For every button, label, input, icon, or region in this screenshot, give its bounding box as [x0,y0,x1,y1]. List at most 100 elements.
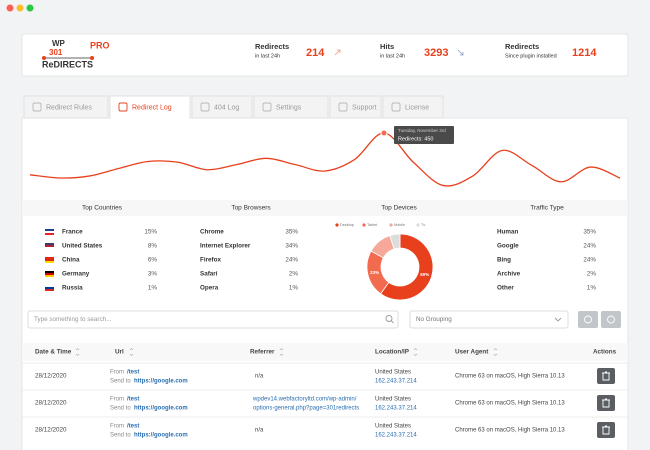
cell-from-label: From [110,397,124,403]
stat-sub: in last 24h [380,53,405,59]
logo-text: 301 [49,48,63,57]
delete-button[interactable] [597,368,615,384]
stat-sub: Since plugin installed [505,53,557,59]
table-header: Location/IP [375,349,409,356]
stats-value: 2% [289,271,299,278]
flag [45,233,54,235]
tab-label[interactable]: Settings [276,104,302,111]
legend-dot [416,223,420,227]
logo-decor [90,56,94,60]
tool-icon [584,315,592,324]
cell-from[interactable]: /test [127,424,139,430]
cell-referrer: n/a [255,374,264,380]
search-input[interactable] [27,310,399,329]
select-chevron [554,317,562,322]
legend-label: Mobile [394,223,405,227]
stats-value: 2% [587,271,597,278]
logo-text: ReDIRECTS [42,59,93,69]
delete-button[interactable] [597,395,615,411]
stat-label: Hits [380,42,394,51]
stats-value: 1% [587,285,597,292]
window-close[interactable] [6,4,14,12]
peak-marker [380,129,388,137]
cell-to-label: Send to [110,379,131,385]
stat-value: 1214 [572,47,597,59]
cell-location: United States [375,370,411,376]
tool-button[interactable] [578,311,598,328]
sort-icon[interactable] [279,348,284,356]
flag [45,275,54,277]
cell-to[interactable]: https://google.com [134,379,188,385]
tooltip-date: Tuesday, November 3rd [398,128,446,133]
window-minimize[interactable] [16,4,24,12]
sort-icon[interactable] [129,348,134,356]
grouping-value[interactable]: No Grouping [416,316,452,323]
tab-label[interactable]: Redirect Rules [46,104,92,111]
flag [45,245,54,247]
stat-value: 3293 [424,47,448,59]
cell-to[interactable]: https://google.com [134,433,188,439]
cell-referrer[interactable]: options-general.php?page=301redirects [253,406,359,412]
cell-from[interactable]: /test [127,370,139,376]
tab-cover [110,116,190,119]
tab-icon [338,102,348,112]
cell-from[interactable]: /test [127,397,139,403]
tab-label[interactable]: License [405,104,429,111]
cell-referrer: n/a [255,428,264,434]
logo-decor [42,56,46,60]
stats-name: France [62,229,83,236]
table-header: Actions [593,349,617,356]
legend-label: Tablet [367,223,378,227]
stats-name: Firefox [200,257,221,264]
delete-button[interactable] [597,422,615,438]
sort-icon[interactable] [75,348,80,356]
flag [45,231,54,233]
stats-value: 35% [285,229,298,236]
search-placeholder[interactable]: Type something to search... [34,316,112,323]
stats-value: 6% [148,257,158,264]
stats-name: China [62,257,80,264]
traffic-line [29,132,621,187]
donut-segment [380,233,434,301]
legend-dot [389,223,393,227]
stats-name: Chrome [200,229,224,236]
cell-date: 28/12/2020 [35,400,67,407]
flag [45,289,54,291]
flag [45,243,54,245]
stats-name: United States [62,243,103,250]
tab[interactable] [23,95,109,119]
legend-dot [362,223,366,227]
tab[interactable] [191,95,253,119]
flag [45,261,54,263]
tab[interactable] [329,95,382,119]
flag [45,229,54,231]
stats-name: Archive [497,271,521,278]
tab[interactable] [253,95,329,119]
table-header: Url [115,349,124,356]
cell-to[interactable]: https://google.com [134,406,188,412]
donut-segment [389,233,401,250]
legend-label: Desktop [340,223,354,227]
tab-label[interactable]: 404 Log [214,104,239,111]
segment-label: 60% [420,272,429,277]
tab[interactable] [382,95,444,119]
stats-value: 8% [148,243,158,250]
legend-dot [335,223,339,227]
tool-button[interactable] [601,311,621,328]
cell-from-label: From [110,370,124,376]
cell-ip: 162.243.37.214 [375,433,417,439]
table-header: Date & Time [35,349,72,356]
sort-icon[interactable] [413,348,418,356]
stats-name: Germany [62,271,90,278]
stats-name: Bing [497,257,511,264]
stats-name: Opera [200,285,219,292]
tab-label[interactable]: Support [352,104,377,111]
cell-from-label: From [110,424,124,430]
grouping-select[interactable] [409,310,569,329]
sort-icon[interactable] [493,348,498,356]
window-maximize[interactable] [26,4,34,12]
tab-label[interactable]: Redirect Log [132,104,172,111]
logo-text: WP [52,39,66,48]
cell-referrer[interactable]: wpdev14.webfactoryltd.com/wp-admin/ [252,397,357,403]
stats-title: Top Browsers [231,205,271,212]
